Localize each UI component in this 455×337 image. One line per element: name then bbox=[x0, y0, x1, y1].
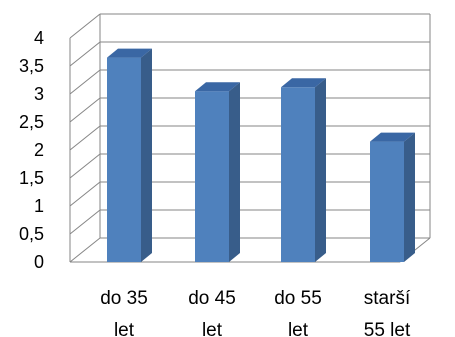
gridline-side bbox=[69, 41, 101, 67]
bar-front bbox=[107, 57, 141, 262]
gridline-side bbox=[69, 153, 101, 179]
gridline-side bbox=[69, 125, 101, 151]
x-category-label: 55 let bbox=[364, 320, 411, 337]
bar-top bbox=[107, 48, 152, 58]
bar bbox=[370, 132, 415, 262]
gridline-side bbox=[69, 13, 101, 39]
x-category-label: do 35 bbox=[100, 288, 148, 309]
x-category-label: let bbox=[114, 320, 135, 337]
bar bbox=[281, 78, 326, 262]
x-category-label: starší bbox=[364, 288, 411, 309]
gridline-side bbox=[69, 181, 101, 207]
y-tick-label: 2,5 bbox=[19, 112, 44, 132]
y-tick-label: 3,5 bbox=[19, 56, 44, 76]
x-category-label: do 55 bbox=[274, 288, 322, 309]
x-category-label: do 45 bbox=[188, 288, 236, 309]
y-tick-label: 4 bbox=[34, 28, 44, 48]
bar-side bbox=[141, 48, 152, 262]
bar-top bbox=[195, 82, 240, 92]
bar-side bbox=[404, 132, 415, 262]
gridline-side bbox=[69, 69, 101, 95]
bar-front bbox=[281, 87, 315, 262]
x-axis-category-labels: do 35 let do 45 let do 55 let starší 55 let bbox=[100, 288, 411, 337]
bar-front bbox=[195, 91, 229, 262]
bar-side bbox=[229, 82, 240, 262]
y-tick-label: 2 bbox=[34, 140, 44, 160]
x-category-label: let bbox=[288, 320, 309, 337]
bar-side bbox=[315, 78, 326, 262]
y-tick-label: 1,5 bbox=[19, 168, 44, 188]
y-tick-label: 1 bbox=[34, 196, 44, 216]
bar bbox=[195, 82, 240, 262]
y-tick-label: 0,5 bbox=[19, 224, 44, 244]
y-tick-label: 3 bbox=[34, 84, 44, 104]
bar-series bbox=[107, 48, 415, 262]
y-tick-label: 0 bbox=[34, 252, 44, 272]
bar-top bbox=[281, 78, 326, 88]
bar-top bbox=[370, 132, 415, 142]
gridline-side bbox=[69, 97, 101, 123]
bar-front bbox=[370, 141, 404, 262]
bar bbox=[107, 48, 152, 262]
gridline-side bbox=[69, 237, 101, 263]
x-category-label: let bbox=[202, 320, 223, 337]
gridline-side bbox=[69, 209, 101, 235]
y-axis-tick-labels: 0 0,5 1 1,5 2 2,5 3 3,5 4 bbox=[19, 28, 44, 272]
